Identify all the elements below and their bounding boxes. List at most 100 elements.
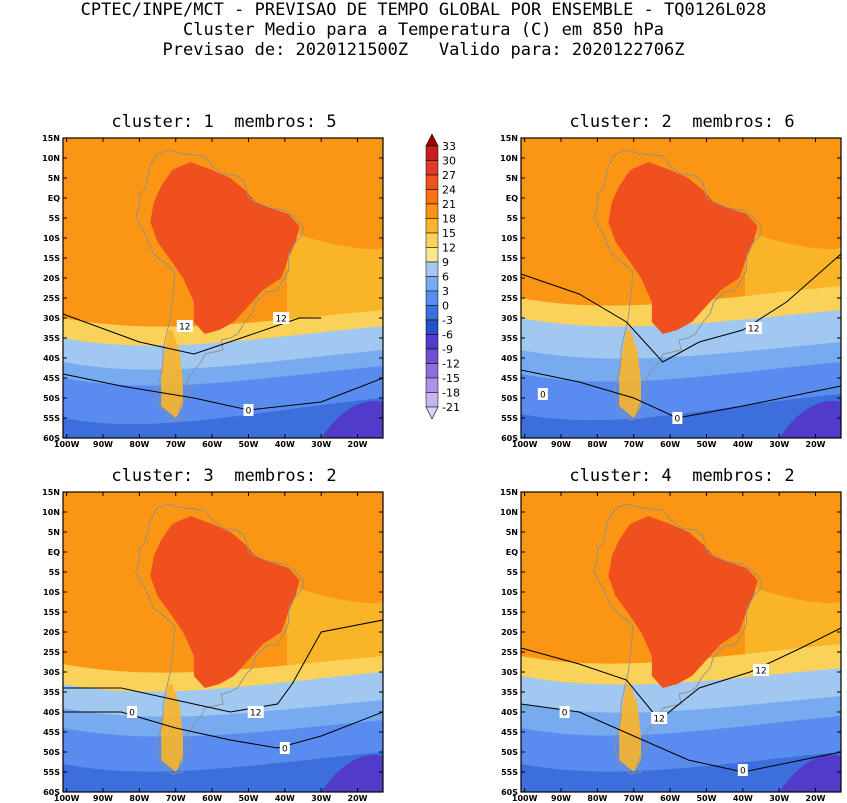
temperature-field-neg9: [321, 401, 383, 438]
lat-tick-label: 60S: [43, 788, 60, 797]
contour-label: 12: [651, 712, 668, 725]
lat-tick-label: 30S: [501, 668, 518, 677]
svg-text:12: 12: [755, 667, 766, 677]
map-panel-3: 12 0 0 15N 10N 5N EQ 5S 10S 15S 20S 25S 30S 35S 40S 45S…: [42, 488, 384, 803]
svg-text:0: 0: [740, 767, 746, 777]
svg-text:12: 12: [653, 715, 664, 725]
lon-tick-label: 70W: [166, 440, 186, 449]
lat-tick-label: 5N: [48, 528, 60, 537]
andes-cool-strip: [619, 684, 641, 772]
lon-tick-label: 40W: [275, 794, 295, 803]
contour-label: 12: [176, 320, 193, 333]
lon-tick-label: 50W: [238, 440, 258, 449]
colorbar-swatch: [425, 203, 439, 219]
colorbar-swatch: [425, 363, 439, 379]
colorbar-label: 9: [442, 256, 449, 269]
colorbar-label: 24: [442, 184, 456, 197]
svg-text:12: 12: [250, 709, 261, 719]
map-frame: [520, 491, 842, 793]
lat-tick-label: 50S: [501, 394, 518, 403]
lon-tick-label: 60W: [202, 440, 222, 449]
lon-tick-label: 20W: [806, 440, 826, 449]
map-frame: [520, 137, 842, 439]
lat-tick-label: 5S: [49, 214, 61, 223]
lat-tick-label: 10S: [43, 234, 60, 243]
lat-tick-label: 55S: [501, 768, 518, 777]
lat-tick-label: 35S: [43, 334, 60, 343]
colorbar-swatch: [425, 189, 439, 205]
temperature-field-neg9: [779, 401, 841, 438]
andes-cool-strip: [161, 330, 183, 418]
lon-tick-label: 50W: [238, 794, 258, 803]
contour-label: 0: [559, 706, 570, 719]
lon-tick-label: 50W: [696, 794, 716, 803]
lat-tick-label: 40S: [43, 708, 60, 717]
colorbar-label: -6: [442, 329, 453, 342]
colorbar-label: 21: [442, 198, 456, 211]
contour-label: 0: [537, 388, 548, 401]
lat-tick-label: 15S: [43, 608, 60, 617]
map-frame: [62, 491, 384, 793]
lon-tick-label: 70W: [624, 794, 644, 803]
colorbar-swatch: [425, 319, 439, 335]
contour-12: [62, 313, 322, 355]
lon-tick-label: 90W: [93, 440, 113, 449]
contour-label: 0: [127, 706, 138, 719]
lat-tick-label: 35S: [501, 688, 518, 697]
lon-tick-label: 60W: [202, 794, 222, 803]
colorbar-label: 6: [442, 271, 449, 284]
svg-text:0: 0: [674, 415, 680, 425]
lat-tick-label: 20S: [501, 274, 518, 283]
lon-tick-label: 90W: [93, 794, 113, 803]
lat-tick-label: 15N: [42, 488, 60, 497]
lon-tick-label: 30W: [769, 794, 789, 803]
lat-tick-label: 50S: [43, 394, 60, 403]
panel-title-3: cluster: 3 membros: 2: [111, 466, 337, 486]
colorbar-swatch: [425, 232, 439, 248]
lat-tick-label: 35S: [501, 334, 518, 343]
colorbar-label: 0: [442, 300, 449, 313]
lat-tick-label: 60S: [43, 434, 60, 443]
lat-tick-label: 5N: [48, 174, 60, 183]
svg-text:0: 0: [562, 709, 568, 719]
colorbar-swatch: [425, 261, 439, 277]
lon-tick-label: 100W: [512, 794, 538, 803]
lat-tick-label: 15N: [500, 134, 518, 143]
lat-tick-label: 55S: [43, 768, 60, 777]
lon-tick-label: 40W: [733, 794, 753, 803]
contour-label: 12: [273, 312, 290, 325]
colorbar-label: -21: [442, 401, 460, 414]
lat-tick-label: 60S: [501, 434, 518, 443]
andes-cool-strip: [619, 330, 641, 418]
svg-text:12: 12: [748, 325, 759, 335]
colorbar-label: 18: [442, 213, 456, 226]
temperature-field-neg9: [321, 755, 383, 792]
coastline: [593, 149, 762, 421]
lon-tick-label: 100W: [512, 440, 538, 449]
lon-tick-label: 30W: [769, 440, 789, 449]
lat-tick-label: 40S: [501, 354, 518, 363]
contour-label: 0: [737, 764, 748, 777]
lat-tick-label: 45S: [43, 374, 60, 383]
svg-text:12: 12: [179, 323, 190, 333]
lon-tick-label: 30W: [311, 794, 331, 803]
lat-tick-label: 10S: [501, 588, 518, 597]
svg-text:0: 0: [540, 391, 546, 401]
map-panel-4: 12 12 0 0 15N 10N 5N EQ 5S 10S 15S 20S 25S 30S 35S 40S 4…: [500, 488, 842, 803]
lat-tick-label: 25S: [43, 648, 60, 657]
lat-tick-label: 35S: [43, 688, 60, 697]
colorbar-label: 3: [442, 285, 449, 298]
colorbar-swatch: [425, 334, 439, 350]
colorbar-label: -18: [442, 387, 460, 400]
colorbar-swatch: [425, 174, 439, 190]
colorbar-label: 27: [442, 169, 456, 182]
lat-tick-label: 30S: [43, 668, 60, 677]
lon-tick-label: 20W: [348, 794, 368, 803]
lat-tick-label: 30S: [43, 314, 60, 323]
colorbar-swatch: [425, 145, 439, 161]
colorbar-label: 33: [442, 140, 456, 153]
lat-tick-label: 20S: [43, 274, 60, 283]
colorbar-swatch: [425, 290, 439, 306]
colorbar-arrow-bottom: [425, 406, 439, 420]
contour-0: [62, 373, 384, 411]
